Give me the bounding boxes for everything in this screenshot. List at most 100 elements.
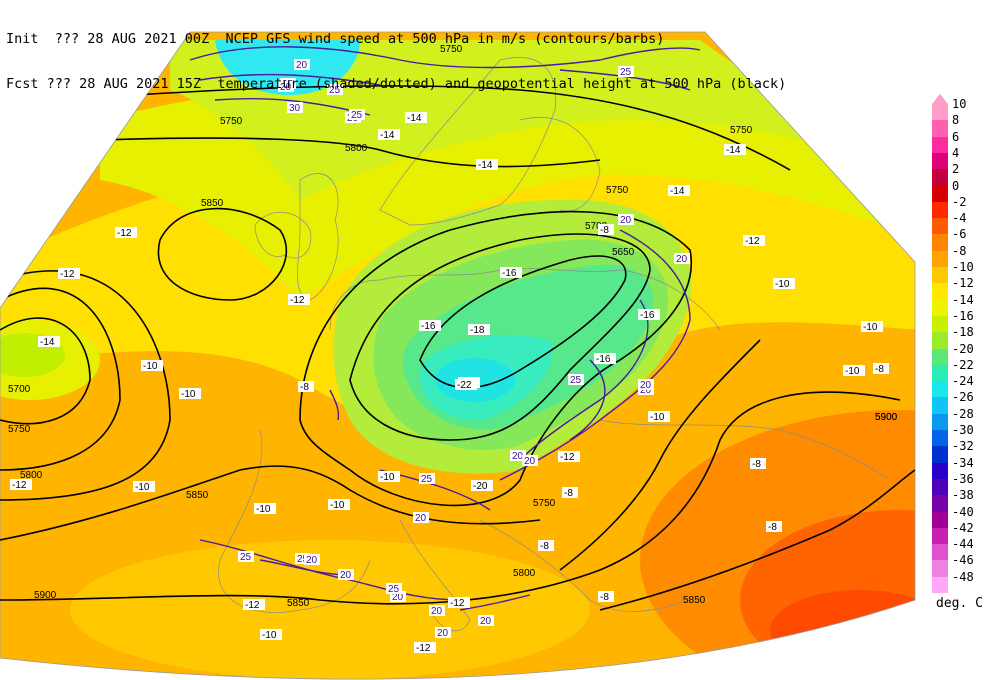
temp-label-box bbox=[378, 129, 400, 140]
wind-label: 20 bbox=[306, 555, 318, 566]
wind-contour-jet-north-4 bbox=[559, 69, 691, 91]
height-contour-5700-west bbox=[0, 317, 91, 425]
legend-label: -30 bbox=[952, 423, 974, 437]
wind-label: 25 bbox=[570, 375, 582, 386]
wind-label: 25 bbox=[421, 474, 433, 485]
temp-label-box bbox=[328, 499, 350, 510]
temp-label: -10 bbox=[330, 500, 345, 511]
temp-label-box bbox=[10, 479, 32, 490]
wind-label: 20 bbox=[392, 592, 404, 603]
temp-label: -12 bbox=[12, 480, 27, 491]
height-label: 5800 bbox=[345, 143, 368, 154]
height-label: 5700 bbox=[585, 221, 608, 232]
temp-label: -14 bbox=[407, 113, 422, 124]
legend-swatch bbox=[932, 430, 948, 447]
wind-label-box bbox=[304, 554, 320, 565]
coast-scandinavia bbox=[379, 57, 557, 226]
legend-label: -46 bbox=[952, 553, 974, 568]
temp-label-box bbox=[115, 227, 137, 238]
temp-label: -8 bbox=[600, 225, 609, 236]
temp-label: -8 bbox=[540, 541, 549, 552]
temp-label: -14 bbox=[726, 145, 741, 156]
temp-label: -8 bbox=[600, 592, 609, 603]
height-label: 5900 bbox=[875, 412, 898, 423]
wind-contour-jet-north-2 bbox=[199, 73, 381, 86]
temp-label: -20 bbox=[473, 481, 488, 492]
legend-swatch bbox=[932, 511, 948, 529]
temp-band-minus-24-north bbox=[215, 40, 360, 95]
wind-label: 20 bbox=[296, 60, 308, 71]
temp-label-box bbox=[638, 309, 660, 320]
height-contour-5900-south bbox=[0, 391, 901, 605]
temp-label: -12 bbox=[60, 269, 75, 280]
temp-label-box bbox=[873, 363, 889, 374]
wind-label-box bbox=[287, 102, 303, 113]
legend-label: -44 bbox=[952, 537, 974, 552]
temp-label: -8 bbox=[875, 364, 884, 375]
temp-label: -10 bbox=[256, 504, 271, 515]
wind-label: 20 bbox=[620, 215, 632, 226]
wind-label-box bbox=[435, 627, 451, 638]
height-label: 5750 bbox=[533, 498, 556, 509]
wind-label-box bbox=[278, 81, 294, 92]
wind-label: 20 bbox=[415, 513, 427, 524]
temp-label-box bbox=[476, 159, 498, 170]
legend-swatch bbox=[932, 348, 948, 366]
temp-label-box bbox=[260, 629, 282, 640]
legend-label: -2 bbox=[952, 194, 967, 209]
temp-label-box bbox=[594, 353, 616, 364]
temp-label-box bbox=[598, 591, 614, 602]
legend-label: -34 bbox=[952, 455, 974, 470]
temp-label-box bbox=[598, 224, 614, 235]
legend-swatch bbox=[932, 152, 948, 170]
temp-label: -10 bbox=[650, 412, 665, 423]
temp-label-box bbox=[861, 321, 883, 332]
coast-baltic bbox=[519, 117, 601, 212]
wind-label-box bbox=[618, 66, 634, 77]
legend-label: 4 bbox=[952, 145, 960, 160]
temp-label: -10 bbox=[135, 482, 150, 493]
wind-contour-east-jet-3 bbox=[569, 359, 606, 441]
legend-swatch bbox=[932, 120, 948, 138]
wind-label: 20 bbox=[280, 82, 292, 93]
height-contour-5800-west bbox=[0, 270, 171, 501]
wind-label: 25 bbox=[329, 85, 341, 96]
legend-label: -18 bbox=[952, 325, 974, 340]
height-label: 5750 bbox=[220, 116, 243, 127]
legend-swatch bbox=[932, 381, 948, 398]
coast-black-sea bbox=[599, 419, 891, 481]
height-label: 5750 bbox=[730, 125, 753, 136]
height-contour-5850-central bbox=[0, 465, 541, 541]
temp-label: -12 bbox=[416, 643, 431, 654]
legend-swatch bbox=[932, 495, 948, 512]
temp-band-minus-10-south bbox=[70, 540, 590, 680]
temp-label-box bbox=[455, 379, 477, 390]
legend-swatch bbox=[932, 478, 948, 496]
wind-label-box bbox=[638, 379, 654, 390]
height-contour-5650-trough bbox=[419, 255, 627, 389]
temp-label-box bbox=[141, 360, 163, 371]
temp-label-box bbox=[288, 294, 310, 305]
geopotential-height-contours bbox=[0, 85, 915, 611]
temp-label: -16 bbox=[596, 354, 611, 365]
temp-label-box bbox=[843, 365, 865, 376]
legend-swatch bbox=[932, 315, 948, 333]
temp-label-box bbox=[378, 471, 400, 482]
temp-label: -16 bbox=[640, 310, 655, 321]
temp-label-box bbox=[38, 336, 60, 347]
legend-label: -12 bbox=[952, 276, 974, 291]
wind-label-box bbox=[618, 214, 634, 225]
wind-label: 20 bbox=[524, 456, 536, 467]
wind-label-box bbox=[294, 59, 310, 70]
temp-label: -18 bbox=[470, 325, 485, 336]
legend-label: 8 bbox=[952, 113, 960, 128]
legend-swatch bbox=[932, 201, 948, 219]
legend-swatch bbox=[932, 104, 948, 121]
temp-label: -10 bbox=[143, 361, 158, 372]
height-contour-5850-west bbox=[157, 207, 288, 301]
legend-label: -26 bbox=[952, 390, 974, 405]
coastlines bbox=[218, 57, 891, 632]
wind-label-box bbox=[238, 551, 254, 562]
wind-label: 25 bbox=[620, 67, 632, 78]
temp-label-box bbox=[254, 503, 276, 514]
